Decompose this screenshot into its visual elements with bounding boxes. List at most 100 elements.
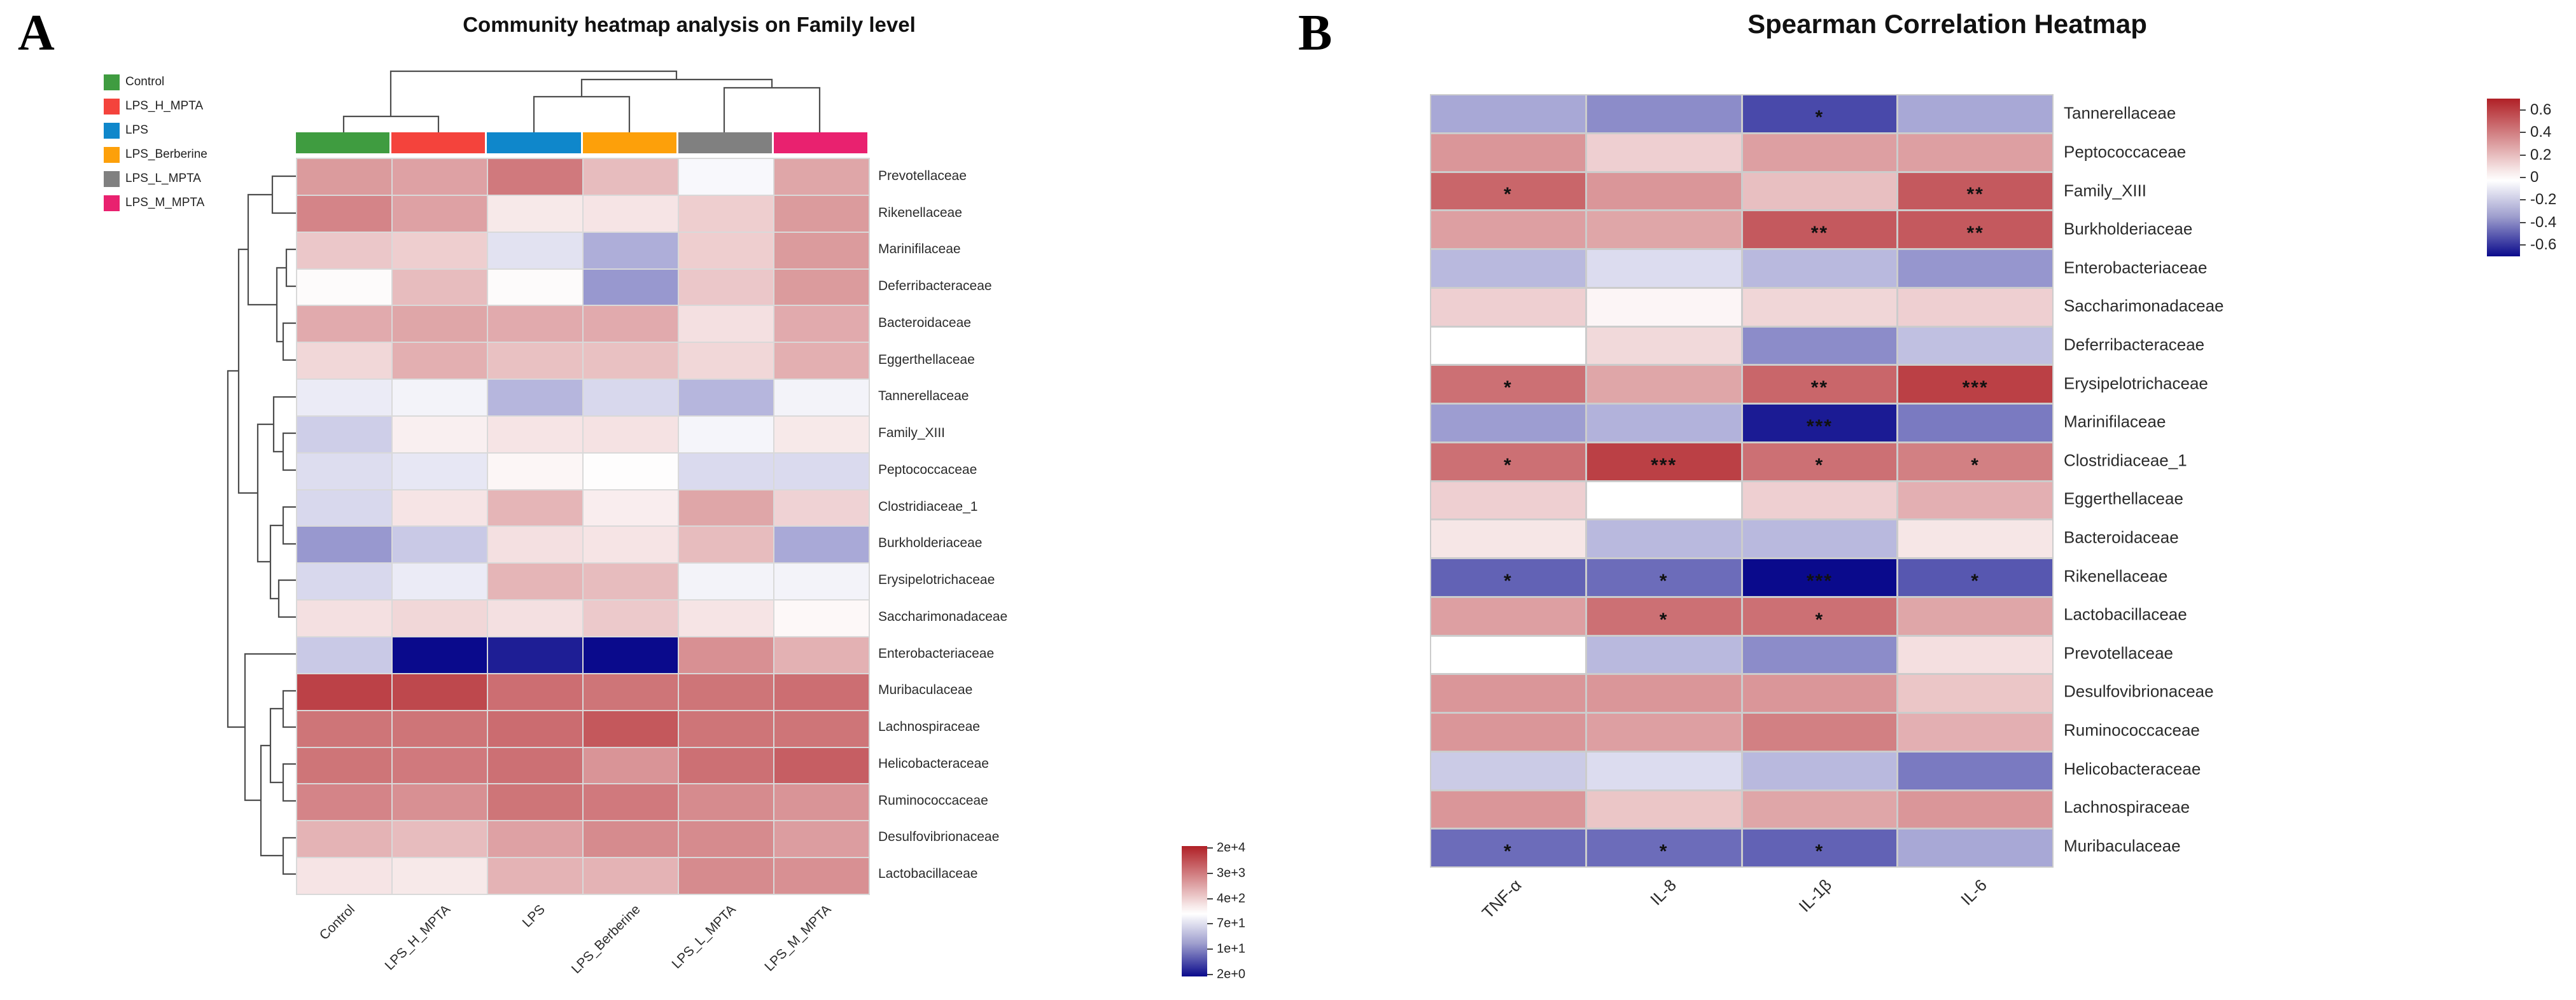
heatmap-cell [774,232,869,268]
row-label: Desulfovibrionaceae [878,830,1000,845]
heatmap-cell [679,564,773,600]
heatmap-cell [679,637,773,673]
row-label: Family_XIII [878,426,946,441]
heatmap-cell [297,380,391,415]
heatmap-cell [393,490,487,526]
heatmap-cell [584,380,678,415]
column-label: Control [316,902,358,943]
colorbar-tick-mark [2520,199,2526,201]
heatmap-cell: ** [1898,211,2052,248]
heatmap-cell [1586,482,1741,519]
heatmap-cell [297,195,391,232]
legend-label: LPS_L_MPTA [125,172,201,185]
heatmap-cell [584,564,678,600]
heatmap-cell [774,637,869,673]
heatmap-cell [584,232,678,268]
heatmap-cell [297,306,391,342]
heatmap-cell [1898,791,2052,828]
heatmap-cell [488,821,582,858]
heatmap-cell [584,453,678,489]
colorbar-tick-mark [1207,872,1213,874]
column-label: LPS_Berberine [569,902,644,976]
heatmap-cell: ** [1742,211,1897,248]
row-label: Bacteroidaceae [878,315,971,330]
heatmap-cell: *** [1898,366,2052,403]
heatmap-cell [1431,327,1585,365]
dendrogram-branch [272,396,296,453]
heatmap-cell [774,453,869,489]
column-label: IL-6 [1957,875,1991,909]
legend-swatch [104,170,120,187]
heatmap-cell [393,711,487,747]
heatmap-cell: * [1586,597,1741,635]
heatmap-cell [393,453,487,489]
heatmap-cell: * [1431,172,1585,210]
heatmap-cell: *** [1742,559,1897,596]
colorbar-tick-label: 0.4 [2530,123,2552,141]
heatmap-cell [1742,288,1897,326]
heatmap-cell [393,195,487,232]
heatmap-cell [393,674,487,710]
row-label: Prevotellaceae [2064,643,2173,663]
heatmap-cell [393,747,487,784]
heatmap-cell [488,416,582,452]
heatmap-cell [297,527,391,563]
legend-swatch [104,122,120,139]
dendrogram-branch [269,524,283,600]
heatmap-cell [393,380,487,415]
heatmap-cell [679,711,773,747]
colorbar-tick-label: -0.2 [2530,191,2557,209]
dendrogram-branch [282,506,296,545]
dendrogram-branch [276,267,286,343]
panel-b-title: Spearman Correlation Heatmap [1747,9,2147,39]
row-label: Family_XIII [2064,181,2147,200]
dendrogram-branch [285,248,296,288]
heatmap-cell [297,159,391,195]
heatmap-cell [488,380,582,415]
heatmap-cell: ** [1898,172,2052,210]
heatmap-cell [297,637,391,673]
heatmap-cell [679,269,773,305]
heatmap-cell [1898,752,2052,789]
colorbar-tick-label: -0.4 [2530,213,2557,231]
heatmap-cell [584,195,678,232]
heatmap-cell [584,674,678,710]
heatmap-cell [584,269,678,305]
row-label: Lactobacillaceae [2064,604,2187,624]
heatmap-cell [393,343,487,379]
heatmap-cell: * [1586,830,1741,866]
column-label: TNF-α [1478,875,1525,922]
colorbar-tick-label: 3e+3 [1217,866,1246,880]
heatmap-cell [679,490,773,526]
heatmap-cell [1742,520,1897,557]
group-strip-block [773,132,868,153]
legend-swatch [104,74,120,90]
heatmap-cell [488,601,582,637]
column-dendrogram [342,70,821,132]
row-label: Lactobacillaceae [878,866,978,882]
correlation-colorbar [2487,99,2520,256]
heatmap-cell [1431,636,1585,674]
heatmap-cell [297,232,391,268]
legend-label: LPS_M_MPTA [125,196,205,209]
heatmap-cell [297,269,391,305]
heatmap-cell [1431,714,1585,751]
heatmap-cell [1586,714,1741,751]
heatmap-cell [584,784,678,821]
heatmap-cell [488,490,582,526]
legend-item: LPS_L_MPTA [104,167,207,191]
heatmap-cell [774,306,869,342]
row-label: Erysipelotrichaceae [2064,373,2208,392]
colorbar-tick-label: 4e+2 [1217,891,1246,906]
heatmap-cell [1898,830,2052,866]
heatmap-cell [1586,95,1741,132]
heatmap-cell [1742,752,1897,789]
heatmap-cell [1586,172,1741,210]
heatmap-cell [679,416,773,452]
row-label: Muribaculaceae [2064,836,2181,856]
heatmap-cell [393,416,487,452]
column-label: IL-1β [1795,875,1836,916]
heatmap-cell [488,674,582,710]
heatmap-cell [1742,172,1897,210]
